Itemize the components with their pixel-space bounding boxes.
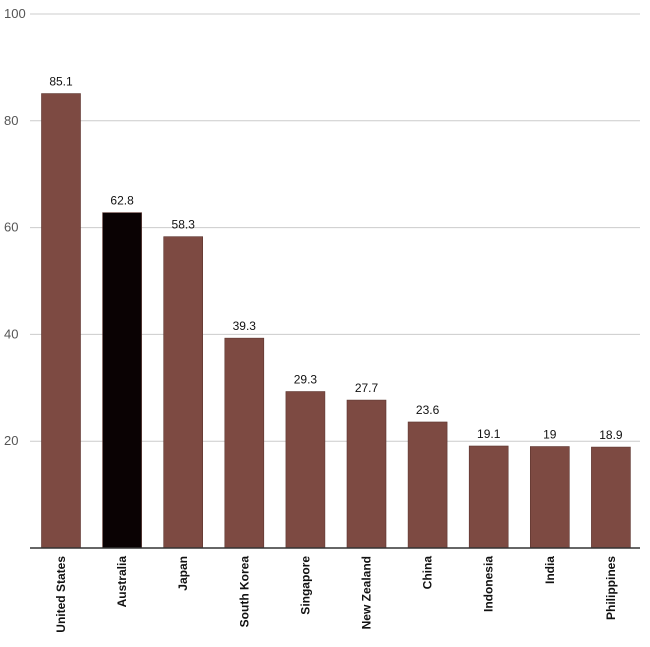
y-axis-ticks: 20 40 60 80 100 [4,6,26,448]
y-tick-label: 40 [4,326,18,341]
x-tick-label: Singapore [298,556,312,615]
bar-new-zealand [346,399,387,549]
data-label: 29.3 [294,373,318,387]
data-label: 62.8 [110,194,134,208]
x-tick-label: South Korea [237,556,251,628]
data-label: 18.9 [599,428,623,442]
x-tick-label: Indonesia [482,556,496,612]
data-label: 19 [543,428,557,442]
x-tick-label: Japan [176,556,190,591]
bar-australia [102,212,142,549]
data-label: 27.7 [355,381,379,395]
data-label: 23.6 [416,403,440,417]
bar-india [529,446,570,549]
x-tick-label: New Zealand [360,556,374,629]
y-tick-label: 100 [4,6,26,21]
bar-japan [163,236,203,549]
bar-singapore [285,391,326,549]
bar-united-states [41,93,81,549]
data-label: 85.1 [49,75,73,89]
x-tick-label: Philippines [604,556,618,620]
category-labels: United States Australia Japan South Korea Si… [54,556,618,633]
data-label: 19.1 [477,427,501,441]
bars [41,93,631,549]
x-tick-label: United States [54,556,68,633]
bar-indonesia [468,445,509,549]
bar-china [407,421,448,549]
bar-philippines [591,446,631,549]
x-tick-label: India [543,556,557,584]
data-label: 58.3 [172,218,196,232]
y-tick-label: 80 [4,113,18,128]
value-labels: 85.1 62.8 58.3 39.3 29.3 27.7 23.6 19.1 19 18.9 [49,75,623,443]
y-tick-label: 60 [4,220,18,235]
x-tick-label: China [421,556,435,590]
x-tick-label: Australia [115,556,129,608]
data-label: 39.3 [233,319,257,333]
y-tick-label: 20 [4,433,18,448]
bar-south-korea [224,337,265,549]
